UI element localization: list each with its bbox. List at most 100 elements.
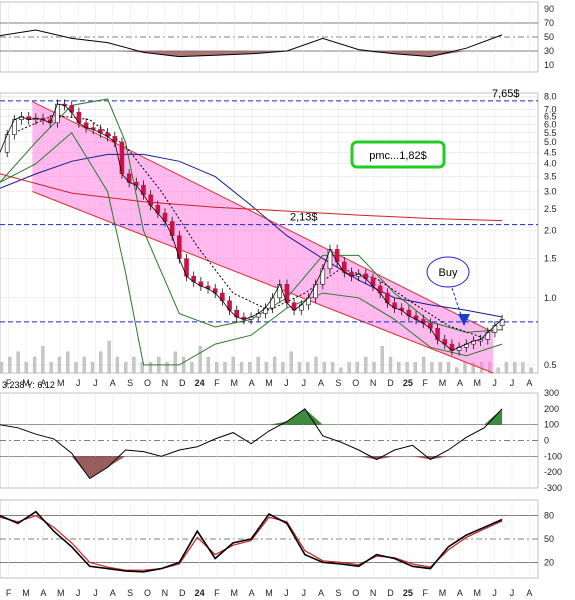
channel-upper-trendline xyxy=(32,101,494,333)
volume-bar xyxy=(413,362,417,374)
crosshair-readout: 3.238 Y: 6.12 xyxy=(2,380,55,390)
month-label-bottom: S xyxy=(127,588,133,598)
month-label-bottom: F xyxy=(214,588,220,598)
oscillator-tick-label: 10 xyxy=(544,60,554,70)
pmc-annotation-box xyxy=(350,140,446,169)
volume-bar xyxy=(107,340,111,374)
volume-bar xyxy=(372,362,376,374)
month-label-price: O xyxy=(144,378,151,388)
price-level-label: 7,65$ xyxy=(492,88,520,100)
month-label-price: D xyxy=(387,378,394,388)
band-lower-line xyxy=(0,132,503,366)
price-tick-label: 5.0 xyxy=(544,137,557,147)
month-label-bottom: N xyxy=(370,588,377,598)
volume-bar xyxy=(74,362,78,374)
stochastic-tick-label: 20 xyxy=(544,557,554,567)
volume-bar xyxy=(405,362,409,374)
volume-bar xyxy=(504,362,509,374)
month-label-bottom: M xyxy=(22,588,30,598)
volume-bar xyxy=(314,356,318,374)
month-label-price: S xyxy=(335,378,341,388)
volume-bar xyxy=(165,362,169,374)
price-tick-label: 0.5 xyxy=(544,360,557,370)
month-label-bottom: M xyxy=(265,588,273,598)
price-tick-label: 1.0 xyxy=(544,293,557,303)
price-tick-label: 5.5 xyxy=(544,128,557,138)
month-label-price: A xyxy=(526,378,532,388)
volume-bar xyxy=(8,356,12,374)
volume-bar xyxy=(223,362,227,374)
month-label-price: F xyxy=(422,378,428,388)
volume-bar xyxy=(206,356,211,374)
volume-bar xyxy=(198,346,202,374)
month-label-bottom: A xyxy=(249,588,255,598)
volume-bar xyxy=(339,367,343,374)
price-tick-label: 2.5 xyxy=(544,204,557,214)
month-label-price: J xyxy=(284,378,289,388)
volume-bar xyxy=(57,356,62,374)
month-label-price: J xyxy=(93,378,98,388)
buy-annotation-ellipse xyxy=(426,256,470,288)
month-label-bottom: J xyxy=(284,588,289,598)
volume-bar xyxy=(148,362,153,374)
month-label-price: M xyxy=(474,378,482,388)
price-tick-label: 3.0 xyxy=(544,187,557,197)
buy-arrow-icon xyxy=(458,314,470,326)
momentum-line xyxy=(0,408,503,480)
month-label-price: M xyxy=(22,378,30,388)
month-label-price: S xyxy=(127,378,133,388)
month-label-bottom: D xyxy=(179,588,186,598)
channel-lower-trendline xyxy=(32,191,494,374)
volume-bar xyxy=(272,356,277,374)
price-close-line xyxy=(0,103,503,352)
month-label-price: F xyxy=(214,378,220,388)
month-label-bottom: M xyxy=(57,588,65,598)
month-label-bottom: N xyxy=(162,588,169,598)
oscillator-tick-label: 50 xyxy=(544,32,554,42)
momentum-tick-label: -300 xyxy=(544,483,562,493)
volume-bar xyxy=(264,362,269,374)
momentum-tick-label: 300 xyxy=(544,388,559,398)
volume-bar xyxy=(322,362,326,374)
volume-bar xyxy=(231,356,235,374)
volume-bar xyxy=(181,356,186,374)
momentum-oversold-fill xyxy=(0,456,503,479)
volume-bar xyxy=(463,362,467,374)
month-label-bottom: O xyxy=(352,588,359,598)
month-label-price: M xyxy=(265,378,273,388)
month-label-price: F xyxy=(6,378,12,388)
price-tick-label: 4.5 xyxy=(544,147,557,157)
volume-bar xyxy=(49,362,53,374)
month-label-price: A xyxy=(318,378,324,388)
month-label-bottom: A xyxy=(40,588,46,598)
month-label-price: O xyxy=(352,378,359,388)
ma-red-line xyxy=(0,173,503,222)
volume-bar xyxy=(256,356,260,374)
volume-bar xyxy=(421,356,426,374)
month-label-bottom: D xyxy=(387,588,394,598)
month-label-bottom: J xyxy=(301,588,306,598)
momentum-tick-label: -100 xyxy=(544,451,562,461)
month-label-price: 25 xyxy=(403,378,413,388)
month-label-bottom: 24 xyxy=(195,588,205,598)
price-tick-label: 8.0 xyxy=(544,92,557,102)
month-label-bottom: M xyxy=(231,588,239,598)
month-label-bottom: A xyxy=(457,588,463,598)
volume-bar xyxy=(66,351,70,374)
price-tick-label: 7.0 xyxy=(544,104,557,114)
volume-bar xyxy=(215,362,219,374)
month-label-bottom: F xyxy=(422,588,428,598)
month-label-price: A xyxy=(457,378,463,388)
month-label-price: D xyxy=(179,378,186,388)
month-label-bottom: J xyxy=(76,588,81,598)
momentum-tick-label: 200 xyxy=(544,404,559,414)
momentum-tick-label: 0 xyxy=(544,436,549,446)
month-label-price: M xyxy=(231,378,239,388)
month-label-bottom: A xyxy=(526,588,532,598)
month-label-bottom: O xyxy=(144,588,151,598)
volume-bar xyxy=(364,356,368,374)
month-label-price: A xyxy=(110,378,116,388)
volume-bar xyxy=(140,362,144,374)
price-tick-label: 6.0 xyxy=(544,119,557,129)
